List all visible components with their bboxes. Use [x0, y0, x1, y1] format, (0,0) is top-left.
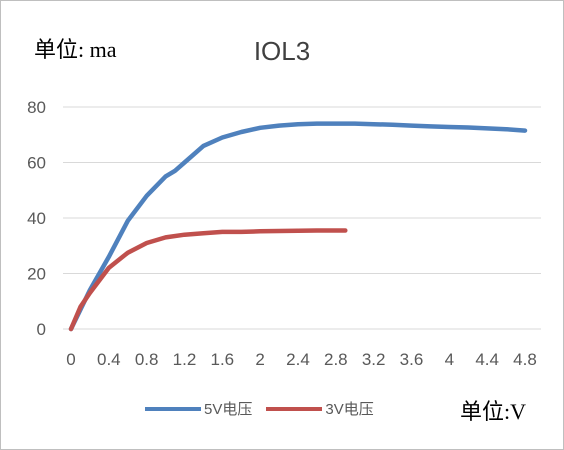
x-tick-label: 3.2 — [362, 350, 386, 369]
x-tick-label: 4 — [445, 350, 454, 369]
y-tick-label: 40 — [27, 209, 46, 228]
y-axis-label: 单位: ma — [34, 37, 117, 62]
y-tick-labels: 0 20 40 60 80 — [27, 98, 46, 339]
legend-item-3v: 3V电压 — [266, 398, 374, 419]
x-tick-label: 4.8 — [513, 350, 537, 369]
legend-swatch-5v — [145, 406, 201, 411]
legend-swatch-3v — [266, 406, 323, 411]
legend: 5V电压 3V电压 — [145, 398, 388, 419]
x-tick-label: 0.8 — [135, 350, 159, 369]
y-tick-label: 80 — [27, 98, 46, 117]
x-tick-labels: 0 0.4 0.8 1.2 1.6 2 2.4 2.8 3.2 3.6 4 4.4 4.8 — [66, 350, 537, 369]
y-tick-label: 60 — [27, 154, 46, 173]
x-tick-label: 3.6 — [400, 350, 424, 369]
series-lines — [68, 121, 528, 332]
x-tick-label: 1.6 — [211, 350, 235, 369]
legend-item-5v: 5V电压 — [145, 398, 252, 419]
gridlines — [63, 106, 541, 330]
legend-label-5v: 5V电压 — [204, 401, 253, 418]
y-tick-label: 0 — [37, 320, 46, 339]
x-tick-label: 0.4 — [97, 350, 121, 369]
legend-label-3v: 3V电压 — [325, 401, 374, 418]
x-tick-label: 2.4 — [286, 350, 310, 369]
series-line-5v — [68, 121, 528, 332]
series-line-3v — [68, 228, 348, 332]
x-tick-label: 1.2 — [173, 350, 197, 369]
x-axis-label: 单位:V — [460, 399, 527, 424]
x-tick-label: 2 — [255, 350, 264, 369]
x-tick-label: 4.4 — [475, 350, 499, 369]
chart-title: IOL3 — [253, 36, 311, 66]
x-tick-label: 2.8 — [324, 350, 348, 369]
x-tick-label: 0 — [66, 350, 75, 369]
y-tick-label: 20 — [27, 265, 46, 284]
